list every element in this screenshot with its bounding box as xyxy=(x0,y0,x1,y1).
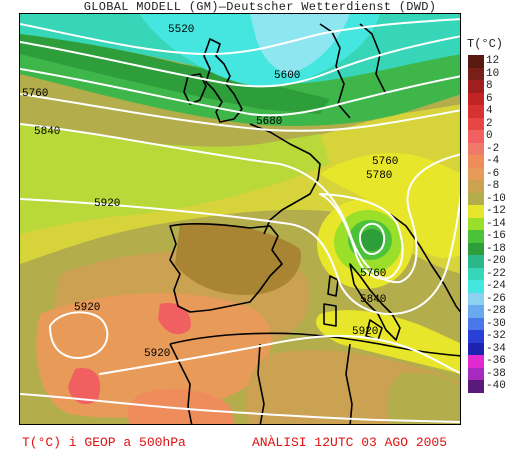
legend-swatch xyxy=(468,267,484,280)
legend-label: -40 xyxy=(486,380,506,392)
legend-label: -30 xyxy=(486,317,506,330)
contour-label-5920-east: 5920 xyxy=(352,326,379,338)
legend-label: -20 xyxy=(486,255,506,267)
legend-swatch xyxy=(468,367,484,380)
contour-label-5600: 5600 xyxy=(274,70,301,82)
legend-swatch xyxy=(468,280,484,293)
legend-swatch xyxy=(468,330,484,343)
contour-label-5780: 5780 xyxy=(366,170,393,182)
legend-swatch xyxy=(468,92,484,105)
legend-label: -22 xyxy=(486,267,506,280)
temperature-field xyxy=(20,14,460,424)
footer-variable: T(°C) i GEOP a 500hPa xyxy=(22,435,186,450)
map-title: GLOBAL MODELL (GM)—Deutscher Wetterdiens… xyxy=(83,0,437,14)
legend-swatch xyxy=(468,380,484,393)
contour-label-5920-south: 5920 xyxy=(144,348,171,360)
legend-swatch xyxy=(468,180,484,193)
legend-swatch xyxy=(468,142,484,155)
legend-swatch xyxy=(468,130,484,143)
legend-title: T(°C) xyxy=(467,37,504,51)
weather-map: 5520 5600 5680 5760 5760 5780 5760 5840 … xyxy=(19,13,461,425)
legend-swatch xyxy=(468,292,484,305)
legend-label: -38 xyxy=(486,367,506,380)
contour-label-5760-west: 5760 xyxy=(22,88,49,100)
legend-swatch xyxy=(468,105,484,118)
contour-label-5760-north: 5760 xyxy=(372,156,399,168)
footer-analysis-time: ANÀLISI 12UTC 03 AGO 2005 xyxy=(252,435,448,450)
legend-swatch xyxy=(468,255,484,268)
legend-label: -28 xyxy=(486,305,506,317)
legend-label: 12 xyxy=(486,55,500,67)
legend-label: -26 xyxy=(486,292,506,305)
legend-swatch xyxy=(468,217,484,230)
legend-label: 2 xyxy=(486,117,493,130)
legend-label: -10 xyxy=(486,192,506,205)
contour-label-5840-west: 5840 xyxy=(34,126,61,138)
legend-label: -16 xyxy=(486,230,506,242)
legend-label: 8 xyxy=(486,80,493,92)
contour-label-5840-south: 5840 xyxy=(360,294,387,306)
contour-label-5920-north: 5920 xyxy=(94,198,121,210)
legend-swatch xyxy=(468,155,484,168)
legend-swatch xyxy=(468,117,484,130)
legend-swatch xyxy=(468,342,484,355)
legend-swatch xyxy=(468,317,484,330)
legend-label: -34 xyxy=(486,342,506,355)
legend-label: -4 xyxy=(486,155,500,167)
legend-swatch xyxy=(468,67,484,80)
legend-swatch xyxy=(468,355,484,368)
legend-swatch xyxy=(468,305,484,318)
legend-swatch xyxy=(468,230,484,243)
legend-label: -36 xyxy=(486,355,506,367)
legend-swatch xyxy=(468,55,484,68)
legend-label: -24 xyxy=(486,280,506,292)
legend-swatch xyxy=(468,205,484,218)
legend-colorbar xyxy=(468,55,484,393)
legend-label: 4 xyxy=(486,105,493,117)
legend-label: -14 xyxy=(486,217,506,230)
contour-label-5680: 5680 xyxy=(256,116,283,128)
legend-label: -6 xyxy=(486,167,500,180)
legend-label: -2 xyxy=(486,142,500,155)
legend-swatch xyxy=(468,242,484,255)
legend-label: -32 xyxy=(486,330,506,342)
contour-label-5760-south: 5760 xyxy=(360,268,387,280)
legend-label: 0 xyxy=(486,130,493,142)
legend-swatch xyxy=(468,167,484,180)
legend-label: 6 xyxy=(486,92,493,105)
contour-label-5920-west: 5920 xyxy=(74,302,101,314)
legend-swatch xyxy=(468,80,484,93)
legend-label: -8 xyxy=(486,180,500,192)
legend-label: 10 xyxy=(486,67,500,80)
contour-label-5520: 5520 xyxy=(168,24,195,36)
legend-swatch xyxy=(468,192,484,205)
legend-label: -12 xyxy=(486,205,506,217)
legend-label: -18 xyxy=(486,242,506,255)
